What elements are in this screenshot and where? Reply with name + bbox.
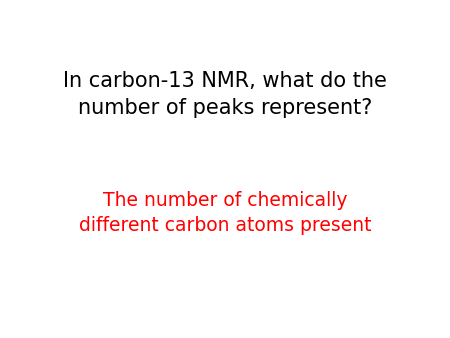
Text: The number of chemically
different carbon atoms present: The number of chemically different carbo…	[79, 191, 371, 235]
Text: In carbon-13 NMR, what do the
number of peaks represent?: In carbon-13 NMR, what do the number of …	[63, 71, 387, 118]
